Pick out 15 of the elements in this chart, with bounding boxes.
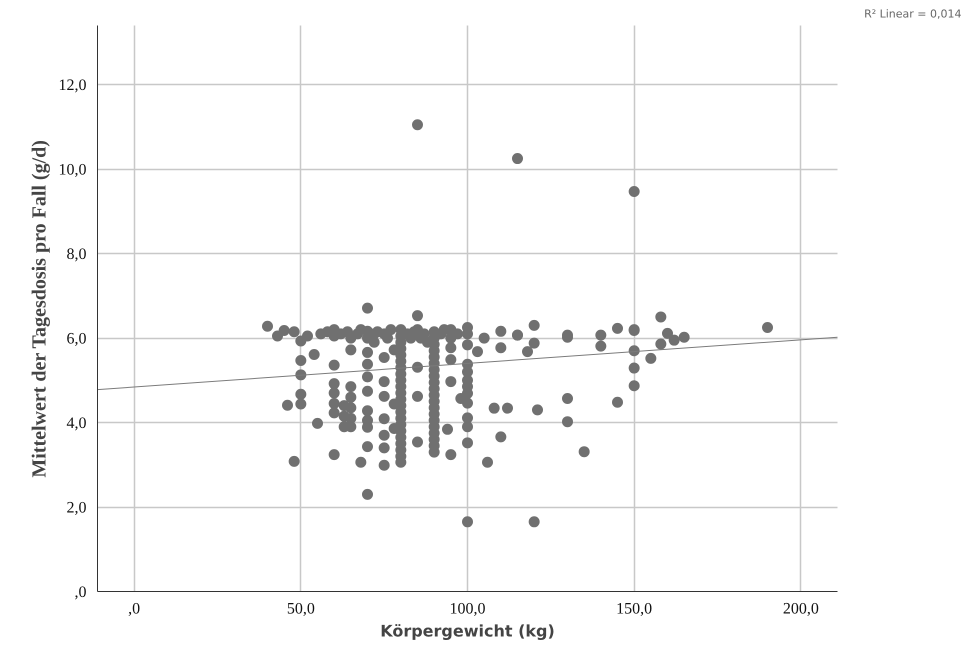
- text: R² Linear = 0,014: [864, 8, 962, 20]
- y-axis-title: Mittelwert der Tagesdosis pro Fall (g/d): [28, 140, 50, 478]
- y-tick-label: 6,0: [66, 330, 86, 348]
- x-tick-label: 150,0: [616, 600, 652, 618]
- x-axis-title: Körpergewicht (kg): [380, 622, 555, 640]
- y-tick-label: ,0: [74, 584, 86, 601]
- x-tick-label: ,0: [128, 600, 140, 618]
- x-tick-label: 200,0: [782, 600, 819, 618]
- x-tick-label: 50,0: [286, 600, 315, 618]
- y-tick-label: 8,0: [66, 246, 86, 264]
- x-tick-label: 100,0: [450, 600, 486, 618]
- y-tick-label: 4,0: [66, 415, 86, 432]
- y-tick-label: 2,0: [66, 500, 86, 517]
- y-tick-label: 12,0: [58, 77, 86, 94]
- y-tick-label: 10,0: [58, 162, 86, 179]
